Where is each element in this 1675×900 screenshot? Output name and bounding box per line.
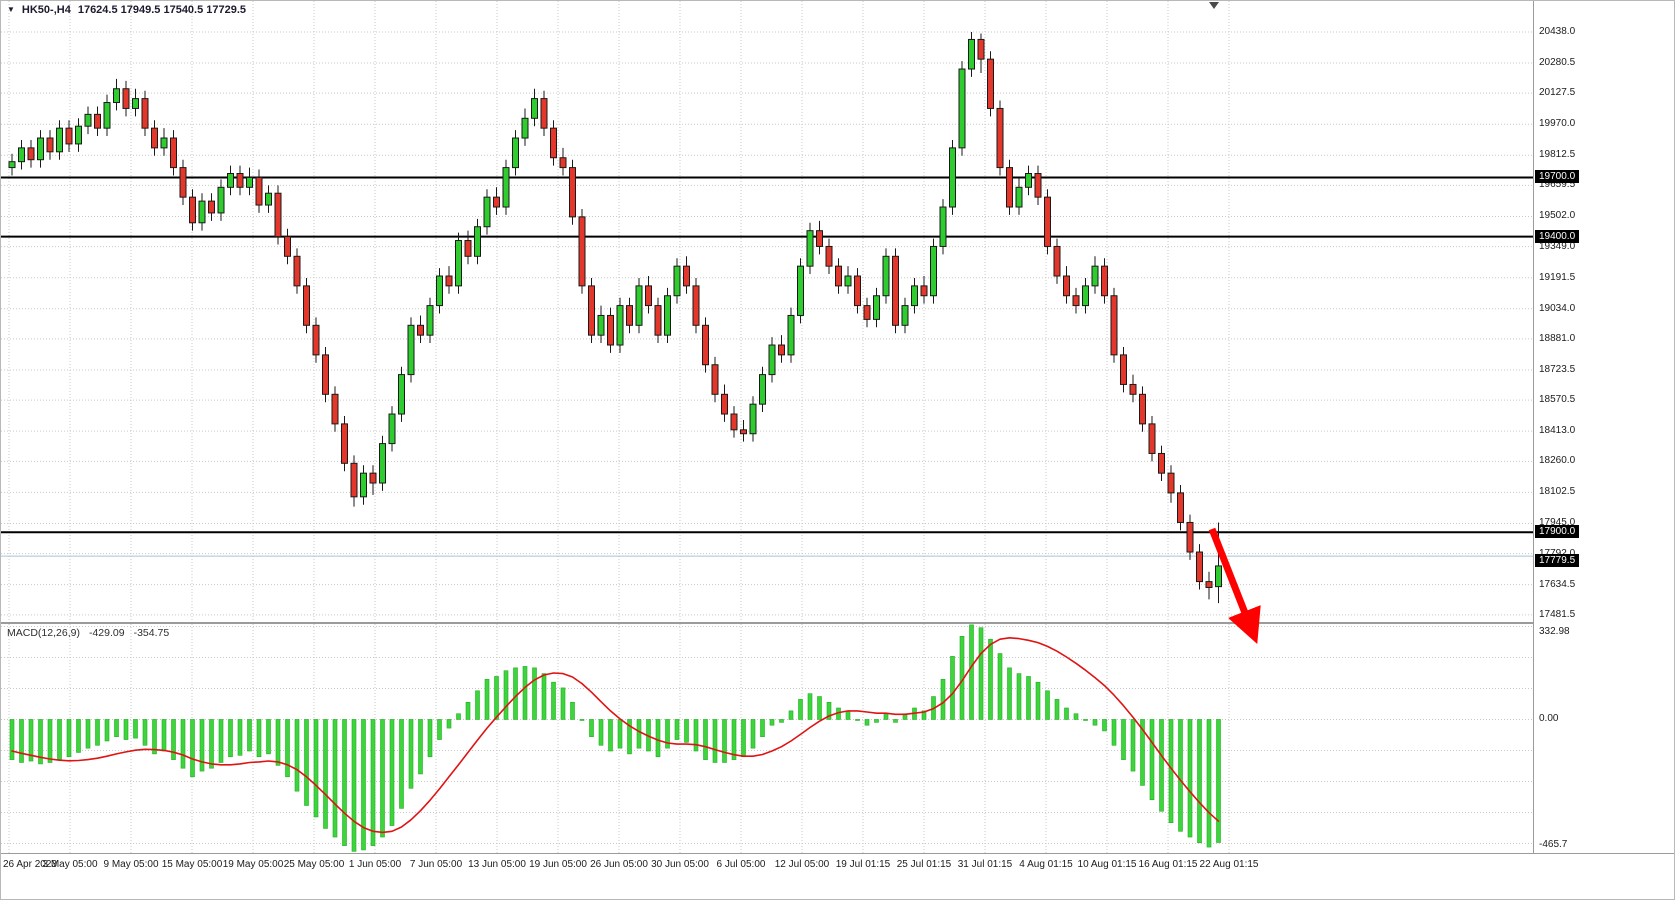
price-axis-tick: 19034.0: [1539, 302, 1576, 314]
price-axis-tick: 19970.0: [1539, 118, 1576, 130]
time-axis-label: 22 Aug 01:15: [1199, 859, 1259, 870]
time-axis-label: 19 Jun 05:00: [529, 859, 587, 870]
macd-axis-tick: 332.98: [1539, 626, 1570, 637]
symbol-timeframe-label: HK50-,H4: [21, 4, 71, 16]
price-axis-tick: 20438.0: [1539, 25, 1576, 37]
time-axis-label: 30 Jun 05:00: [651, 859, 709, 870]
time-axis-label: 10 Aug 01:15: [1077, 859, 1137, 870]
macd-indicator-label: MACD(12,26,9): [7, 627, 80, 639]
price-axis-tick: 19812.5: [1539, 149, 1576, 161]
price-axis-tick: 18723.5: [1539, 363, 1576, 375]
price-axis-tick: 18413.0: [1539, 425, 1576, 437]
time-axis-label: 12 Jul 05:00: [774, 859, 830, 870]
price-axis-tick: 20127.5: [1539, 87, 1576, 99]
price-axis-tick: 19191.5: [1539, 271, 1576, 283]
price-axis-tick: 17634.5: [1539, 578, 1576, 590]
time-axis-label: 26 Jun 05:00: [590, 859, 648, 870]
time-axis-label: 15 May 05:00: [161, 859, 223, 870]
price-axis-tick: 19502.0: [1539, 210, 1576, 222]
price-axis-tick: 18260.0: [1539, 455, 1576, 467]
pane-separator[interactable]: [1, 622, 1674, 624]
macd-pane[interactable]: MACD(12,26,9) -429.09 -354.75: [1, 624, 1533, 853]
chart-symbol-header: ▼ HK50-,H4 17624.5 17949.5 17540.5 17729…: [7, 4, 246, 16]
macd-axis-tick: -465.7: [1539, 839, 1568, 850]
time-axis-label: 7 Jun 05:00: [409, 859, 463, 870]
price-axis[interactable]: 20438.0 20280.5 20127.5 19970.0 19812.5 19659…: [1533, 1, 1674, 853]
time-axis-label: 3 May 05:00: [42, 859, 98, 870]
time-axis-label: 4 Aug 01:15: [1019, 859, 1073, 870]
macd-header: MACD(12,26,9) -429.09 -354.75: [7, 627, 169, 639]
time-axis[interactable]: 26 Apr 2023 3 May 05:00 9 May 05:00 15 May …: [1, 854, 1674, 899]
price-level-tag: 19700.0: [1535, 170, 1580, 184]
time-axis-label: 19 Jul 01:15: [835, 859, 891, 870]
time-axis-label: 9 May 05:00: [103, 859, 159, 870]
axis-separator: [1, 853, 1674, 854]
price-axis-tick: 18881.0: [1539, 332, 1576, 344]
time-axis-label: 25 May 05:00: [283, 859, 345, 870]
price-pane[interactable]: ▼ HK50-,H4 17624.5 17949.5 17540.5 17729…: [1, 1, 1533, 623]
time-axis-label: 19 May 05:00: [222, 859, 284, 870]
chart-shift-marker-icon[interactable]: [1209, 2, 1219, 9]
price-axis-tick: 19349.0: [1539, 240, 1576, 252]
time-axis-label: 13 Jun 05:00: [468, 859, 526, 870]
ohlc-values: 17624.5 17949.5 17540.5 17729.5: [77, 4, 247, 16]
macd-indicator-canvas[interactable]: [1, 624, 1533, 853]
price-axis-tick: 17945.0: [1539, 517, 1576, 529]
time-axis-label: 25 Jul 01:15: [896, 859, 952, 870]
time-axis-label: 31 Jul 01:15: [957, 859, 1013, 870]
price-level-tag: 19400.0: [1535, 229, 1580, 243]
time-axis-label: 1 Jun 05:00: [348, 859, 402, 870]
time-axis-label: 16 Aug 01:15: [1138, 859, 1198, 870]
current-price-tag: 17779.5: [1535, 554, 1580, 568]
price-axis-tick: 17481.5: [1539, 608, 1576, 620]
macd-axis-tick: 0.00: [1539, 713, 1559, 725]
time-axis-label: 6 Jul 05:00: [716, 859, 766, 870]
price-axis-tick: 17792.0: [1539, 548, 1575, 560]
macd-signal-value: -354.75: [133, 627, 170, 639]
price-axis-tick: 18102.5: [1539, 486, 1576, 498]
price-chart-canvas[interactable]: [1, 1, 1533, 623]
symbol-dropdown-icon[interactable]: ▼: [7, 5, 15, 14]
macd-main-value: -429.09: [88, 627, 125, 639]
price-level-tag: 17900.0: [1535, 525, 1580, 539]
price-axis-tick: 20280.5: [1539, 57, 1576, 68]
price-axis-tick: 18570.5: [1539, 394, 1576, 406]
price-axis-tick: 19659.5: [1539, 179, 1576, 191]
time-axis-label: 26 Apr 2023: [3, 859, 57, 870]
